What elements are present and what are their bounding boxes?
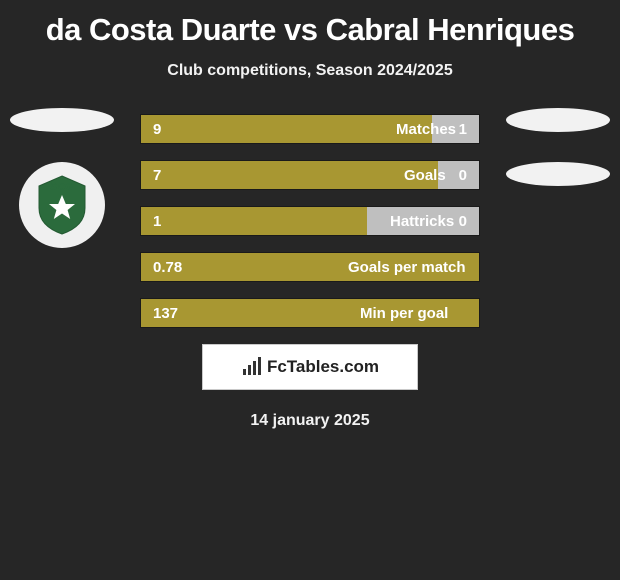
comparison-panel: SCG 9Matches17Goals01Hattricks00.78Goals… bbox=[0, 114, 620, 430]
stat-row: 7 Goals 0 bbox=[140, 160, 480, 190]
stat-label: Goals per match bbox=[348, 253, 466, 281]
stat-left-value: 7 bbox=[141, 161, 161, 189]
stat-row: 137 Min per goal bbox=[140, 298, 480, 328]
club-badge-text: SCG bbox=[19, 182, 105, 193]
stat-bar-left-fill bbox=[141, 115, 432, 143]
stat-row: 9 Matches1 bbox=[140, 114, 480, 144]
stat-left-value: 9 bbox=[141, 115, 161, 143]
stat-right-value bbox=[467, 253, 479, 281]
stat-row: 1 Hattricks0 bbox=[140, 206, 480, 236]
club-badge-placeholder bbox=[506, 162, 610, 186]
player-avatar-placeholder bbox=[506, 108, 610, 132]
stat-right-value: 0 bbox=[459, 161, 479, 189]
stat-label: Matches bbox=[396, 115, 456, 143]
stats-bars: 9Matches17Goals01Hattricks00.78Goals per… bbox=[140, 114, 480, 328]
player-avatar-placeholder bbox=[10, 108, 114, 132]
subtitle: Club competitions, Season 2024/2025 bbox=[0, 62, 620, 80]
club-badge: SCG bbox=[19, 162, 105, 248]
player-right-column bbox=[504, 108, 612, 186]
stat-label: Hattricks bbox=[390, 207, 454, 235]
stat-bar-left-fill bbox=[141, 161, 438, 189]
stat-label: Min per goal bbox=[360, 299, 448, 327]
stat-label: Goals bbox=[404, 161, 446, 189]
stat-bar-left-fill bbox=[141, 207, 367, 235]
brand-text: FcTables.com bbox=[267, 357, 379, 377]
stat-right-value bbox=[467, 299, 479, 327]
stat-row: 0.78 Goals per match bbox=[140, 252, 480, 282]
page-title: da Costa Duarte vs Cabral Henriques bbox=[0, 0, 620, 48]
stat-right-value: 0 bbox=[459, 207, 479, 235]
player-left-column: SCG bbox=[8, 108, 116, 248]
stat-left-value: 1 bbox=[141, 207, 161, 235]
date-label: 14 january 2025 bbox=[0, 412, 620, 430]
stat-left-value: 0.78 bbox=[141, 253, 182, 281]
bars-icon bbox=[241, 356, 263, 378]
stat-right-value: 1 bbox=[459, 115, 479, 143]
stat-left-value: 137 bbox=[141, 299, 178, 327]
brand-box: FcTables.com bbox=[202, 344, 418, 390]
